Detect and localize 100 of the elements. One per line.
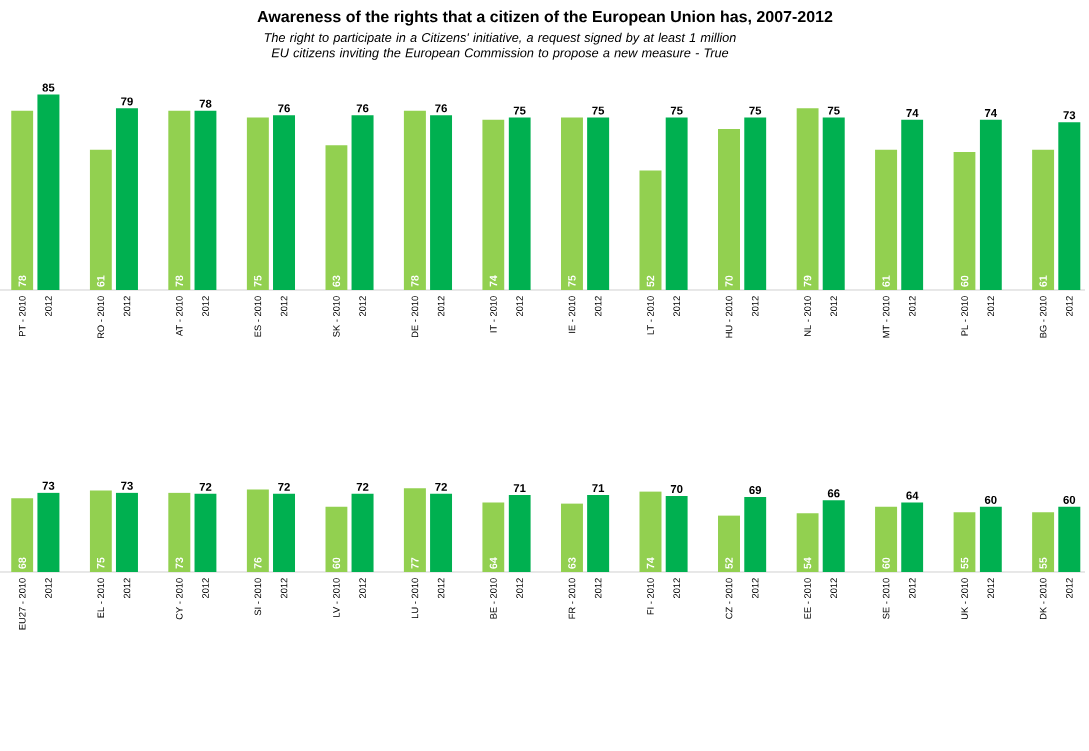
data-label: 75 xyxy=(670,106,683,115)
x-tick-label: DE - 2010 xyxy=(411,296,419,338)
data-label: 74 xyxy=(984,109,998,117)
data-label: 60 xyxy=(960,275,969,287)
data-label: 71 xyxy=(513,484,526,492)
x-tick-label: 2012 xyxy=(516,578,523,599)
x-tick-label: 2012 xyxy=(751,296,759,317)
x-tick-label: PL - 2010 xyxy=(961,296,968,336)
x-tick-label: 2012 xyxy=(673,296,680,317)
data-label: 74 xyxy=(489,275,498,287)
data-label: 78 xyxy=(199,99,212,108)
x-tick-label: UK - 2010 xyxy=(961,578,968,620)
chart-subtitle: The right to participate in a Citizens' initiative, a request signed by at least 1 million EU citizens inviting the European Commission to propose a new measure - True xyxy=(264,32,736,60)
data-label: 72 xyxy=(435,482,447,491)
x-tick-label: 2012 xyxy=(594,578,602,599)
x-tick-label: EE - 2010 xyxy=(804,578,811,619)
x-tick-label: SE - 2010 xyxy=(882,578,890,619)
data-label: 73 xyxy=(121,481,133,490)
data-label: 73 xyxy=(1063,111,1076,120)
data-label: 52 xyxy=(725,557,733,569)
data-label: 66 xyxy=(827,489,840,498)
x-tick-label: 2012 xyxy=(202,578,209,599)
data-label: 75 xyxy=(254,275,262,287)
data-label: 74 xyxy=(906,109,919,117)
data-label: 75 xyxy=(827,106,840,115)
data-label: 61 xyxy=(97,275,105,287)
x-tick-label: MT - 2010 xyxy=(882,296,890,338)
x-tick-label: 2012 xyxy=(987,578,995,599)
x-tick-label: AT - 2010 xyxy=(176,296,183,337)
x-tick-label: LT - 2010 xyxy=(647,296,654,335)
data-label: 63 xyxy=(332,275,341,287)
x-tick-label: 2012 xyxy=(202,296,209,317)
data-label: 74 xyxy=(646,557,655,569)
data-label: 55 xyxy=(960,557,969,569)
x-tick-label: 2012 xyxy=(123,578,131,599)
x-tick-label: FR - 2010 xyxy=(568,578,576,619)
data-label: 72 xyxy=(199,482,212,491)
x-tick-label: 2012 xyxy=(437,296,445,317)
data-label: 60 xyxy=(1063,495,1076,504)
x-tick-label: BE - 2010 xyxy=(490,578,497,619)
data-label: 69 xyxy=(749,486,762,495)
x-tick-label: SI - 2010 xyxy=(254,578,262,616)
data-label: 52 xyxy=(646,275,655,287)
data-label: 78 xyxy=(175,275,184,287)
data-label: 73 xyxy=(42,481,55,490)
x-tick-label: 2012 xyxy=(908,296,916,317)
data-label: 63 xyxy=(568,557,576,569)
data-label: 79 xyxy=(121,97,133,106)
x-tick-label: EU27 - 2010 xyxy=(18,578,26,630)
data-label: 68 xyxy=(18,557,27,569)
data-label: 70 xyxy=(670,485,683,494)
data-label: 72 xyxy=(278,482,290,491)
data-label: 78 xyxy=(18,275,27,287)
x-tick-label: CY - 2010 xyxy=(176,578,183,620)
x-tick-label: CZ - 2010 xyxy=(725,578,733,619)
data-label: 79 xyxy=(803,275,812,287)
x-tick-label: SK - 2010 xyxy=(333,296,340,337)
data-label: 70 xyxy=(725,275,733,287)
x-tick-label: 2012 xyxy=(516,296,523,317)
data-label: 72 xyxy=(356,482,369,491)
data-label: 71 xyxy=(592,484,605,492)
x-tick-label: 2012 xyxy=(830,578,838,599)
x-tick-label: IE - 2010 xyxy=(568,296,576,333)
x-tick-label: NL - 2010 xyxy=(804,296,811,336)
data-label: 73 xyxy=(175,557,184,569)
x-tick-label: 2012 xyxy=(673,578,680,599)
x-tick-label: LV - 2010 xyxy=(333,578,340,617)
data-label: 76 xyxy=(278,104,290,113)
x-tick-label: 2012 xyxy=(1066,578,1073,599)
data-label: 76 xyxy=(356,104,369,113)
x-tick-label: IT - 2010 xyxy=(490,296,497,333)
data-label: 75 xyxy=(568,275,576,287)
x-tick-label: DK - 2010 xyxy=(1039,578,1047,620)
data-label: 77 xyxy=(411,557,419,569)
x-tick-label: PT - 2010 xyxy=(18,296,26,336)
data-label: 78 xyxy=(411,275,419,287)
data-label: 55 xyxy=(1039,557,1047,569)
x-tick-label: 2012 xyxy=(45,296,52,317)
x-tick-label: 2012 xyxy=(987,296,995,317)
data-label: 85 xyxy=(42,83,55,92)
x-tick-label: HU - 2010 xyxy=(725,296,733,338)
x-tick-label: ES - 2010 xyxy=(254,296,262,337)
data-label: 76 xyxy=(254,557,262,569)
x-tick-label: 2012 xyxy=(751,578,759,599)
x-tick-label: 2012 xyxy=(45,578,52,599)
x-tick-label: 2012 xyxy=(1066,296,1073,317)
data-label: 54 xyxy=(803,557,812,569)
x-tick-label: 2012 xyxy=(280,578,288,599)
x-tick-label: 2012 xyxy=(908,578,916,599)
x-tick-label: LU - 2010 xyxy=(411,578,419,618)
data-label: 60 xyxy=(882,557,890,569)
x-tick-label: 2012 xyxy=(437,578,445,599)
data-label: 60 xyxy=(332,557,341,569)
data-label: 75 xyxy=(97,557,105,569)
x-tick-label: 2012 xyxy=(830,296,838,317)
data-label: 75 xyxy=(749,106,762,115)
data-label: 61 xyxy=(1039,275,1047,287)
chart-title: Awareness of the rights that a citizen of the European Union has, 2007-2012 xyxy=(257,10,833,26)
x-tick-label: RO - 2010 xyxy=(97,296,105,339)
x-tick-label: 2012 xyxy=(359,578,366,599)
